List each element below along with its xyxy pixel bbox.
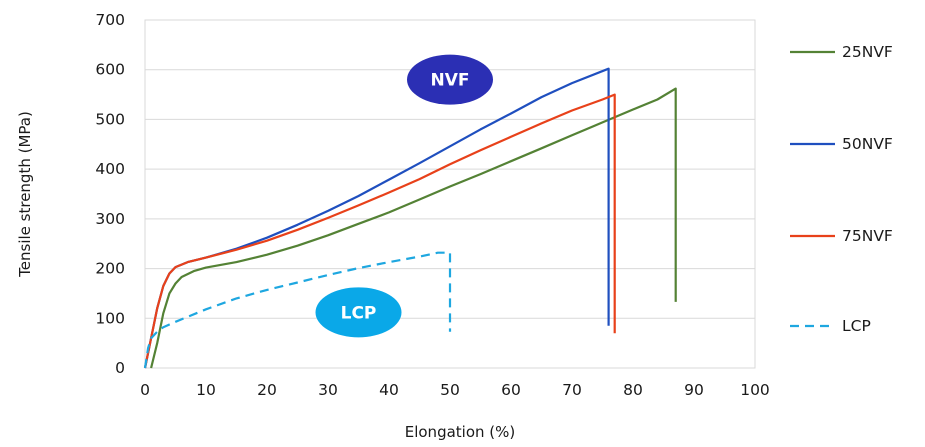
y-tick-300: 300 — [95, 210, 125, 228]
y-tick-400: 400 — [95, 160, 125, 178]
x-tick-30: 30 — [318, 381, 338, 399]
annotation-badge-lcp — [315, 287, 402, 338]
legend-label-50nvf: 50NVF — [842, 135, 893, 153]
annotation-label-lcp: LCP — [341, 303, 377, 323]
legend: 25NVF 50NVF 75NVF LCP — [790, 43, 893, 335]
series-line-lcp — [143, 251, 452, 369]
y-axis-title: Tensile strength (MPa) — [16, 111, 34, 278]
x-tick-100: 100 — [740, 381, 770, 399]
legend-label-25nvf: 25NVF — [842, 43, 893, 61]
x-tick-80: 80 — [623, 381, 643, 399]
x-tick-70: 70 — [562, 381, 582, 399]
series-line-25nvf — [150, 87, 677, 369]
x-tick-10: 10 — [196, 381, 216, 399]
series-line-75nvf — [143, 93, 616, 369]
x-tick-50: 50 — [440, 381, 460, 399]
x-tick-40: 40 — [379, 381, 399, 399]
x-tick-labels: 0 10 20 30 40 50 60 70 80 90 100 — [140, 381, 770, 399]
annotation-badge-nvf — [407, 54, 493, 105]
series-lines — [143, 67, 677, 369]
x-axis-title: Elongation (%) — [405, 423, 516, 441]
legend-label-75nvf: 75NVF — [842, 227, 893, 245]
x-tick-60: 60 — [501, 381, 521, 399]
x-tick-20: 20 — [257, 381, 277, 399]
annotations: NVF LCP — [315, 54, 493, 338]
y-tick-500: 500 — [95, 110, 125, 128]
y-tick-600: 600 — [95, 61, 125, 79]
y-tick-200: 200 — [95, 260, 125, 278]
annotation-label-nvf: NVF — [431, 71, 470, 91]
y-tick-labels: 0 100 200 300 400 500 600 700 — [95, 11, 125, 377]
x-tick-90: 90 — [684, 381, 704, 399]
y-tick-100: 100 — [95, 309, 125, 327]
legend-label-lcp: LCP — [842, 317, 871, 335]
y-tick-0: 0 — [115, 359, 125, 377]
y-tick-700: 700 — [95, 11, 125, 29]
x-tick-0: 0 — [140, 381, 150, 399]
